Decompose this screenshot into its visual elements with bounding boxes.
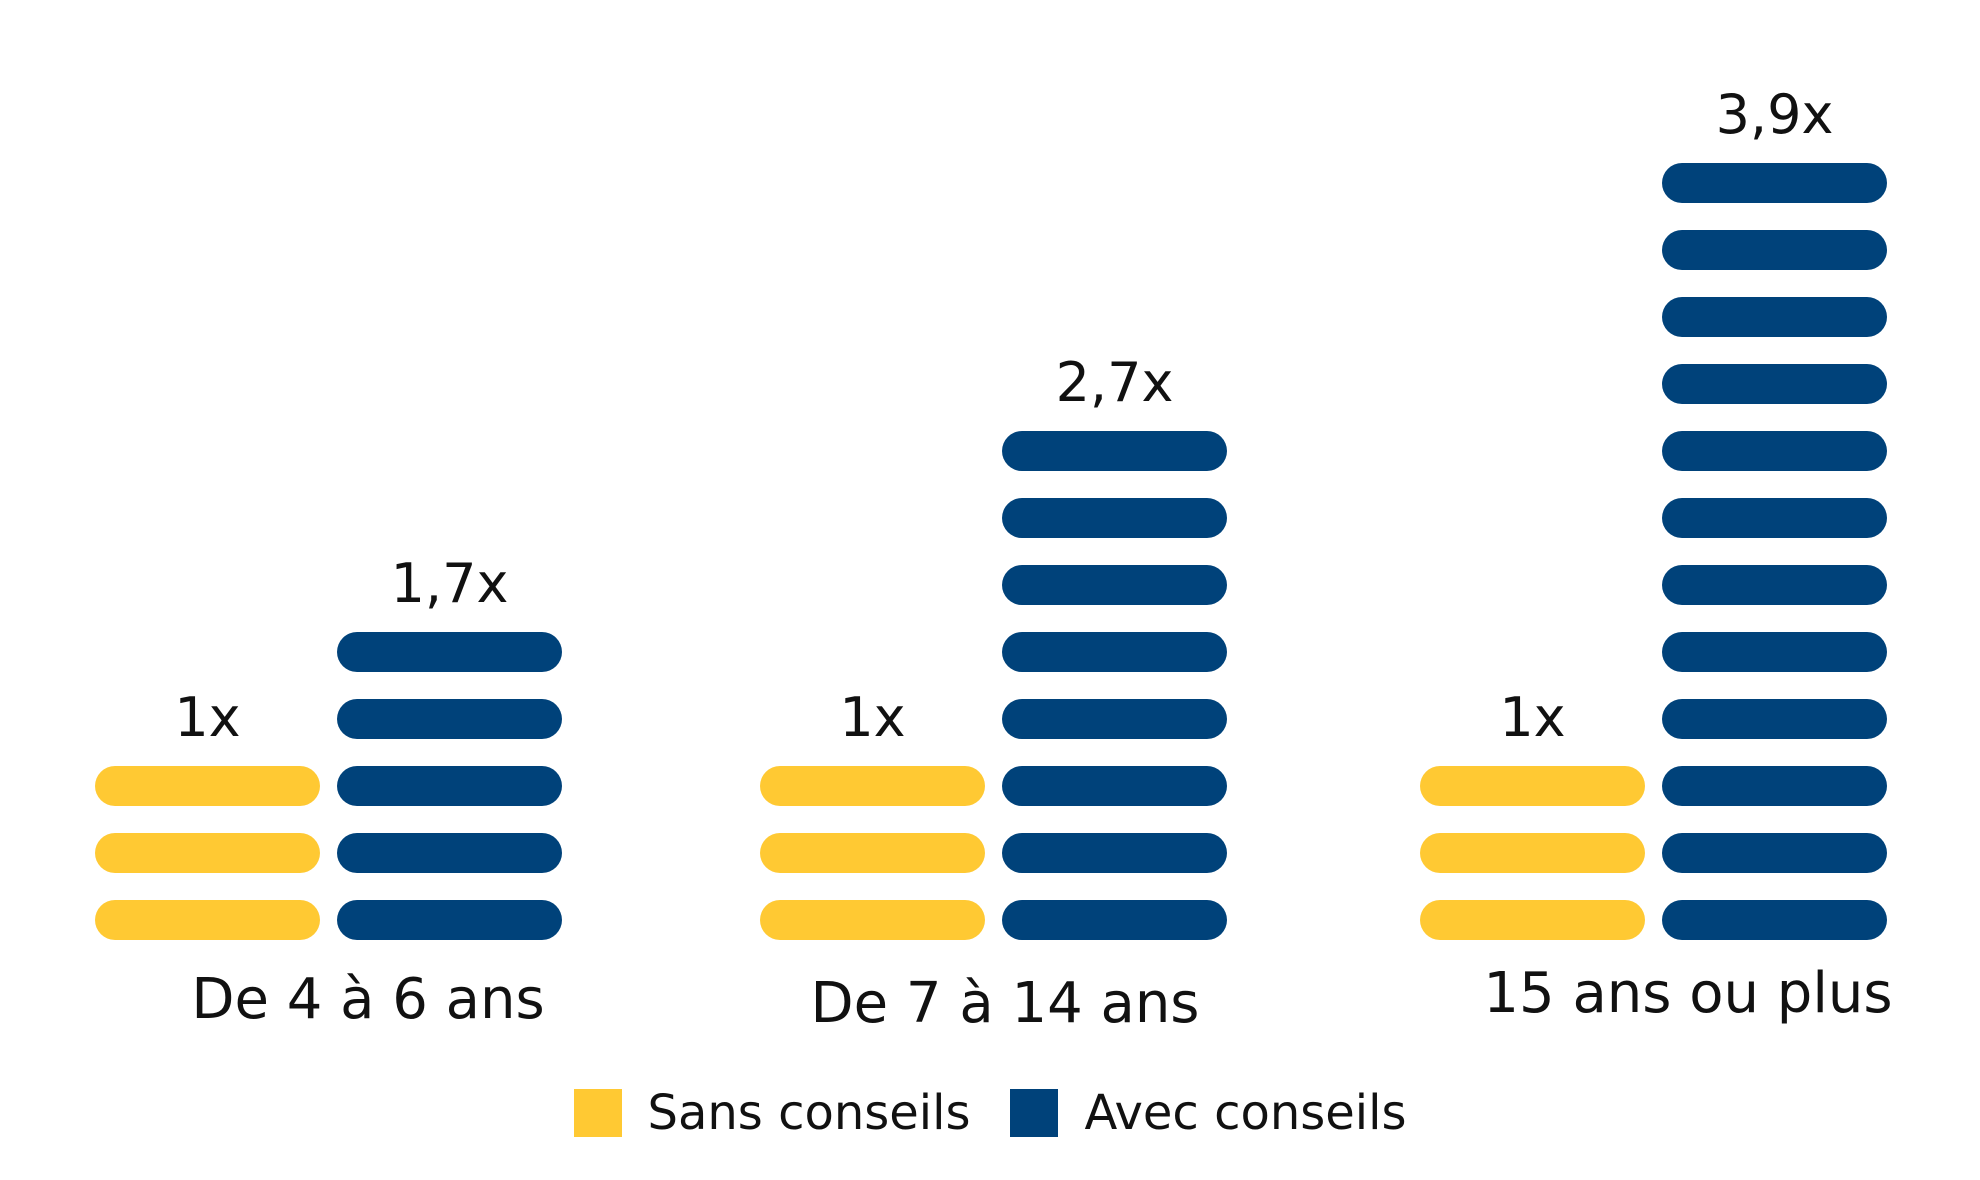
legend-label-sans-conseils: Sans conseils [647, 1085, 971, 1141]
bar-segment-avec-conseils-de-4-a-6-ans-3 [337, 766, 562, 806]
value-label-avec-conseils-15-ans-ou-plus: 3,9x [1716, 83, 1834, 146]
bar-segment-avec-conseils-15-ans-ou-plus-10 [1662, 297, 1887, 337]
bar-segment-avec-conseils-de-4-a-6-ans-5 [337, 632, 562, 672]
bar-segment-avec-conseils-15-ans-ou-plus-7 [1662, 498, 1887, 538]
bar-segment-avec-conseils-de-7-a-14-ans-6 [1002, 565, 1227, 605]
bar-segment-sans-conseils-15-ans-ou-plus-3 [1420, 766, 1645, 806]
bar-segment-sans-conseils-de-4-a-6-ans-3 [95, 766, 320, 806]
bar-segment-sans-conseils-15-ans-ou-plus-1 [1420, 900, 1645, 940]
bar-segment-avec-conseils-15-ans-ou-plus-9 [1662, 364, 1887, 404]
value-label-avec-conseils-de-4-a-6-ans: 1,7x [391, 552, 509, 615]
bar-segment-avec-conseils-15-ans-ou-plus-8 [1662, 431, 1887, 471]
bar-segment-avec-conseils-de-7-a-14-ans-1 [1002, 900, 1227, 940]
value-label-sans-conseils-de-7-a-14-ans: 1x [839, 686, 905, 749]
bars-layer [95, 163, 1887, 940]
bar-segment-avec-conseils-de-7-a-14-ans-7 [1002, 498, 1227, 538]
bar-segment-avec-conseils-15-ans-ou-plus-11 [1662, 230, 1887, 270]
legend-swatch-sans-conseils [573, 1089, 622, 1137]
legend: Sans conseils Avec conseils [0, 1078, 1980, 1148]
legend-label-avec-conseils: Avec conseils [1084, 1085, 1407, 1141]
category-label-de-7-a-14-ans: De 7 à 14 ans [811, 971, 1200, 1036]
bar-segment-avec-conseils-15-ans-ou-plus-2 [1662, 833, 1887, 873]
bar-segment-avec-conseils-15-ans-ou-plus-3 [1662, 766, 1887, 806]
category-labels-layer: De 4 à 6 ans De 7 à 14 ans 15 ans ou plus [191, 961, 1892, 1036]
bar-segment-avec-conseils-15-ans-ou-plus-12 [1662, 163, 1887, 203]
bar-segment-avec-conseils-de-7-a-14-ans-5 [1002, 632, 1227, 672]
value-label-sans-conseils-15-ans-ou-plus: 1x [1499, 686, 1565, 749]
bar-segment-sans-conseils-de-4-a-6-ans-1 [95, 900, 320, 940]
legend-swatch-avec-conseils [1010, 1089, 1059, 1137]
bar-segment-avec-conseils-de-4-a-6-ans-1 [337, 900, 562, 940]
bar-segment-avec-conseils-15-ans-ou-plus-5 [1662, 632, 1887, 672]
bar-segment-sans-conseils-de-7-a-14-ans-2 [760, 833, 985, 873]
bar-segment-avec-conseils-15-ans-ou-plus-4 [1662, 699, 1887, 739]
value-label-avec-conseils-de-7-a-14-ans: 2,7x [1056, 351, 1174, 414]
bar-segment-avec-conseils-de-7-a-14-ans-3 [1002, 766, 1227, 806]
bar-segment-avec-conseils-15-ans-ou-plus-6 [1662, 565, 1887, 605]
bar-segment-avec-conseils-de-7-a-14-ans-2 [1002, 833, 1227, 873]
bar-segment-avec-conseils-15-ans-ou-plus-1 [1662, 900, 1887, 940]
value-labels-layer: 1x 1,7x 1x 2,7x 1x 3,9x [174, 83, 1833, 749]
value-label-sans-conseils-de-4-a-6-ans: 1x [174, 686, 240, 749]
bar-segment-avec-conseils-de-7-a-14-ans-4 [1002, 699, 1227, 739]
bar-segment-avec-conseils-de-7-a-14-ans-8 [1002, 431, 1227, 471]
category-label-15-ans-ou-plus: 15 ans ou plus [1483, 961, 1892, 1026]
bar-segment-avec-conseils-de-4-a-6-ans-4 [337, 699, 562, 739]
legend-item-avec-conseils: Avec conseils [1010, 1085, 1406, 1141]
bar-segment-avec-conseils-de-4-a-6-ans-2 [337, 833, 562, 873]
category-label-de-4-a-6-ans: De 4 à 6 ans [191, 967, 544, 1032]
bar-segment-sans-conseils-de-7-a-14-ans-1 [760, 900, 985, 940]
bar-segment-sans-conseils-de-7-a-14-ans-3 [760, 766, 985, 806]
bar-segment-sans-conseils-de-4-a-6-ans-2 [95, 833, 320, 873]
bar-segment-sans-conseils-15-ans-ou-plus-2 [1420, 833, 1645, 873]
legend-item-sans-conseils: Sans conseils [573, 1085, 971, 1141]
